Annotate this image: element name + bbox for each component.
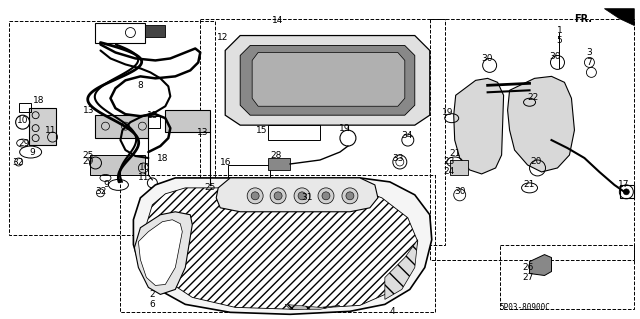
Circle shape — [270, 188, 286, 204]
Text: 7: 7 — [586, 58, 592, 67]
Circle shape — [251, 192, 259, 200]
Polygon shape — [138, 220, 182, 286]
Polygon shape — [165, 110, 210, 132]
Text: 3: 3 — [586, 48, 592, 57]
Text: 9: 9 — [29, 147, 35, 157]
Text: 11: 11 — [45, 126, 56, 135]
Text: 12: 12 — [216, 33, 228, 42]
Text: 26: 26 — [522, 263, 533, 272]
Text: 30: 30 — [454, 187, 465, 197]
Polygon shape — [95, 115, 148, 138]
Text: 4: 4 — [390, 307, 396, 316]
Text: 31: 31 — [301, 193, 313, 202]
Text: 24: 24 — [443, 167, 454, 176]
Text: 22: 22 — [527, 93, 538, 102]
Text: 28: 28 — [271, 151, 282, 160]
Text: 18: 18 — [33, 96, 44, 105]
Text: 29: 29 — [83, 158, 94, 167]
Polygon shape — [268, 158, 290, 170]
Text: 13: 13 — [196, 128, 208, 137]
Polygon shape — [240, 46, 415, 115]
Text: 21: 21 — [524, 180, 535, 189]
Polygon shape — [145, 25, 165, 37]
Text: 13: 13 — [83, 106, 94, 115]
Polygon shape — [529, 255, 552, 276]
Text: 10: 10 — [17, 116, 28, 125]
Text: 19: 19 — [442, 108, 454, 117]
Polygon shape — [454, 78, 504, 174]
Text: FR.: FR. — [575, 14, 593, 24]
Text: 21: 21 — [449, 149, 460, 158]
Polygon shape — [604, 9, 634, 26]
Polygon shape — [285, 304, 340, 309]
Text: 33: 33 — [392, 153, 404, 162]
Text: 30: 30 — [481, 54, 492, 63]
Text: 2: 2 — [150, 290, 155, 299]
Text: 9: 9 — [104, 180, 109, 189]
Polygon shape — [90, 155, 145, 175]
Text: 20: 20 — [531, 158, 542, 167]
Text: 27: 27 — [522, 273, 533, 282]
Polygon shape — [134, 212, 192, 294]
Text: 32: 32 — [12, 159, 23, 167]
Text: 17: 17 — [618, 180, 629, 189]
Text: 30: 30 — [550, 52, 561, 61]
Text: 5P03-80900C: 5P03-80900C — [499, 303, 550, 312]
Circle shape — [322, 192, 330, 200]
Text: 6: 6 — [150, 300, 156, 309]
Text: 18: 18 — [157, 153, 168, 162]
Polygon shape — [385, 240, 418, 300]
Text: 8: 8 — [138, 81, 143, 90]
Text: 34: 34 — [401, 130, 413, 140]
Polygon shape — [225, 35, 430, 125]
Text: 11: 11 — [138, 174, 149, 182]
Circle shape — [342, 188, 358, 204]
Circle shape — [346, 192, 354, 200]
Text: 15: 15 — [257, 126, 268, 135]
Circle shape — [623, 189, 629, 195]
Text: 1: 1 — [557, 26, 563, 35]
Text: 14: 14 — [273, 16, 284, 25]
Text: 29: 29 — [18, 138, 29, 148]
Circle shape — [247, 188, 263, 204]
Polygon shape — [508, 76, 575, 172]
Circle shape — [298, 192, 306, 200]
Polygon shape — [133, 178, 432, 314]
Circle shape — [274, 192, 282, 200]
Text: 19: 19 — [339, 124, 351, 133]
Polygon shape — [252, 52, 405, 106]
Circle shape — [318, 188, 334, 204]
Text: 13: 13 — [147, 111, 158, 120]
Text: 23: 23 — [443, 158, 454, 167]
Circle shape — [294, 188, 310, 204]
Text: 5: 5 — [557, 36, 563, 45]
Text: 16: 16 — [220, 159, 231, 167]
Text: 25: 25 — [205, 183, 216, 192]
Text: 25: 25 — [83, 151, 94, 160]
Text: 10: 10 — [139, 163, 150, 173]
Polygon shape — [29, 108, 56, 145]
Polygon shape — [450, 160, 468, 175]
Polygon shape — [216, 178, 378, 212]
Text: 32: 32 — [95, 187, 106, 197]
Polygon shape — [145, 188, 418, 309]
